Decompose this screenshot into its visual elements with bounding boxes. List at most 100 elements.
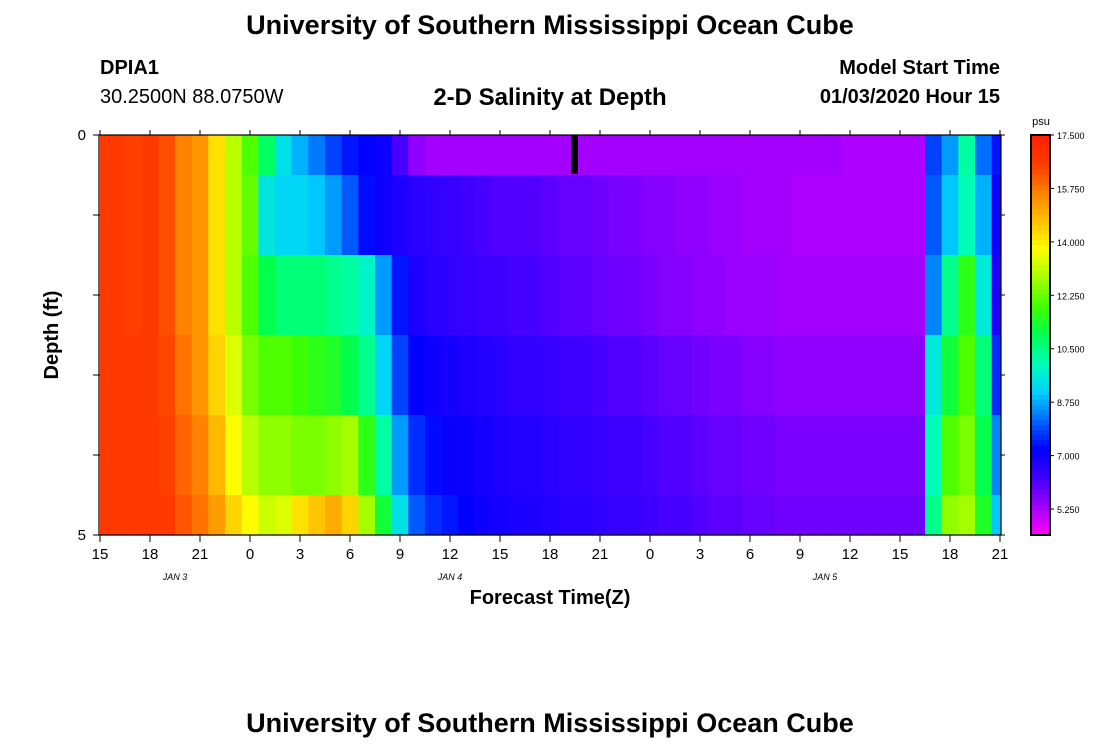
heatmap-cell [708,175,726,256]
heatmap-cell [841,135,859,176]
colorbar-swatch [1031,270,1050,276]
heatmap-cell [225,175,243,256]
heatmap-cell [358,175,376,256]
heatmap-cell [625,415,643,496]
heatmap-cell [858,175,876,256]
heatmap-cell [975,495,993,536]
heatmap-cell [925,495,943,536]
heatmap-cell [341,255,359,336]
colorbar-swatch [1031,400,1050,406]
colorbar-swatch [1031,490,1050,496]
heatmap-cell [608,335,626,416]
heatmap-cell [100,335,109,416]
heatmap-cell [491,255,509,336]
colorbar-swatch [1031,425,1050,431]
heatmap-cell [375,135,393,176]
chart-subtitle: 2-D Salinity at Depth [433,84,667,111]
heatmap-cell [741,255,759,336]
heatmap-cell [391,415,409,496]
colorbar-swatch [1031,370,1050,376]
heatmap-cell [208,255,226,336]
colorbar-tick-label: 7.000 [1057,452,1080,462]
heatmap-cell [741,495,759,536]
colorbar-swatch [1031,405,1050,411]
x-date-label: JAN 5 [812,572,839,582]
heatmap-cell [691,175,709,256]
heatmap-cell [291,415,309,496]
heatmap-cell [758,415,776,496]
x-tick-label: 0 [646,546,654,563]
heatmap-cell [458,415,476,496]
heatmap-cell [675,255,693,336]
heatmap-cell [575,255,593,336]
colorbar-swatch [1031,170,1050,176]
heatmap-cell [441,135,459,176]
colorbar-swatch [1031,190,1050,196]
heatmap-cell [841,415,859,496]
heatmap-cell [125,495,143,536]
heatmap-cell [708,255,726,336]
heatmap-cell [458,175,476,256]
heatmap-cell [291,255,309,336]
heatmap-cell [808,335,826,416]
heatmap-cell [258,255,276,336]
heatmap-cell [825,175,843,256]
heatmap-cell [758,335,776,416]
heatmap-cell [608,175,626,256]
heatmap-cell [408,135,426,176]
heatmap-cell [441,175,459,256]
colorbar-tick-label: 14.000 [1057,238,1085,248]
heatmap-cell [658,415,676,496]
heatmap-cell [941,335,959,416]
colorbar-swatch [1031,470,1050,476]
heatmap-cell [691,415,709,496]
heatmap-cell [625,135,643,176]
heatmap-cell [458,335,476,416]
heatmap-cell [258,495,276,536]
heatmap-cell [341,135,359,176]
x-tick-label: 21 [192,546,209,563]
heatmap-cell [225,135,243,176]
heatmap-cell [408,495,426,536]
heatmap-cell [758,255,776,336]
x-date-label: JAN 3 [162,572,188,582]
heatmap-cell [825,335,843,416]
heatmap-cell [991,175,1001,256]
heatmap-cell [308,415,326,496]
heatmap-cell [775,415,793,496]
heatmap-cell [791,135,809,176]
heatmap-cell [975,415,993,496]
colorbar-swatch [1031,530,1050,536]
heatmap-cell [525,175,543,256]
heatmap-cell [691,255,709,336]
heatmap-cell [908,175,926,256]
colorbar-swatch [1031,410,1050,416]
heatmap-cell [925,255,943,336]
colorbar-swatch [1031,350,1050,356]
heatmap-cell [658,335,676,416]
heatmap-cell [875,415,893,496]
colorbar-swatch [1031,345,1050,351]
colorbar-swatch [1031,335,1050,341]
heatmap-cell [641,335,659,416]
heatmap-cell [741,335,759,416]
colorbar-swatch [1031,500,1050,506]
heatmap-cell [808,495,826,536]
heatmap-cell [558,415,576,496]
x-tick-label: 15 [892,546,909,563]
colorbar-unit: psu [1032,116,1050,128]
heatmap-cell [225,415,243,496]
colorbar-swatch [1031,160,1050,166]
heatmap-cell [100,415,109,496]
heatmap-cell [408,255,426,336]
heatmap-cell [258,135,276,176]
heatmap-cell [975,335,993,416]
heatmap-cell [875,335,893,416]
heatmap-cell [825,135,843,176]
heatmap-cell [958,495,976,536]
heatmap-cell [358,415,376,496]
colorbar-swatch [1031,155,1050,161]
heatmap-cell [875,135,893,176]
colorbar-swatch [1031,360,1050,366]
heatmap-cell [975,175,993,256]
